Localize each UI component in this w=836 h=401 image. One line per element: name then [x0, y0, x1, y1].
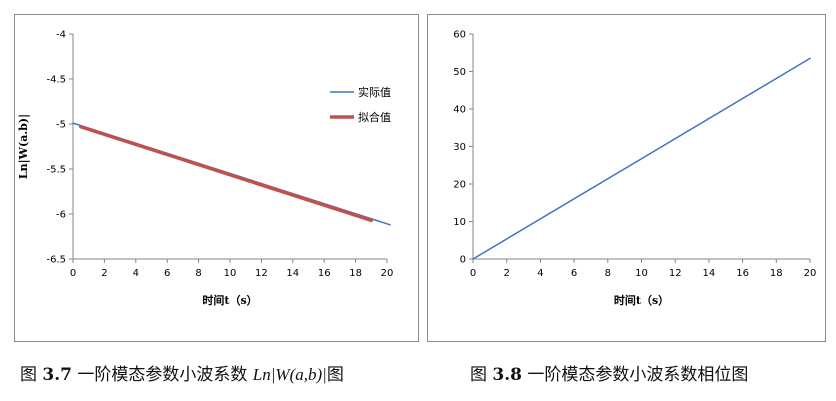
- x-tick-label: 20: [381, 268, 394, 279]
- x-tick-label: 18: [770, 268, 783, 279]
- y-tick-label: 60: [453, 30, 466, 41]
- x-tick-label: 0: [70, 268, 76, 279]
- x-tick-label: 12: [255, 268, 268, 279]
- y-tick-label: -5: [56, 120, 66, 131]
- x-tick-label: 6: [164, 268, 170, 279]
- caption-number: 3.7: [42, 365, 72, 385]
- legend-label: 实际值: [358, 85, 391, 99]
- caption-number: 3.8: [492, 365, 522, 385]
- x-tick-label: 2: [504, 268, 510, 279]
- x-tick-label: 10: [224, 268, 237, 279]
- x-tick-label: 12: [669, 268, 682, 279]
- x-tick-label: 2: [101, 268, 107, 279]
- y-tick-label: 40: [453, 105, 466, 116]
- x-axis-title: 时间t（s）: [614, 293, 669, 307]
- y-tick-label: -6: [56, 210, 66, 221]
- x-tick-label: 4: [133, 268, 139, 279]
- series-line-2: [79, 124, 374, 223]
- figure-caption-right: 图 3.8 一阶模态参数小波系数相位图: [470, 360, 748, 385]
- x-tick-label: 14: [286, 268, 299, 279]
- caption-prefix: 图: [20, 365, 43, 385]
- x-tick-label: 4: [537, 268, 543, 279]
- x-tick-label: 8: [605, 268, 611, 279]
- caption-math: Ln|W(a,b)|: [252, 365, 327, 384]
- x-tick-label: 0: [470, 268, 476, 279]
- x-tick-label: 18: [349, 268, 362, 279]
- y-tick-label: 20: [453, 180, 466, 191]
- y-tick-label: -6.5: [46, 255, 66, 266]
- caption-prefix: 图: [470, 365, 493, 385]
- x-tick-label: 8: [195, 268, 201, 279]
- y-tick-label: -4.5: [46, 75, 66, 86]
- y-tick-label: 30: [453, 142, 466, 153]
- y-tick-label: -5.5: [46, 165, 66, 176]
- chart-panel-left: -4 -4.5 -5 -5.5 -6 -6.5 0 2 4 6 8 10 12 14 16 18 20 时间t（s…: [14, 14, 419, 342]
- caption-text: 一阶模态参数小波系数相位图: [521, 365, 749, 385]
- x-tick-label: 6: [571, 268, 577, 279]
- y-axis-title: Ln|W(a.b)|: [17, 114, 30, 179]
- legend-label: 拟合值: [358, 110, 391, 124]
- x-axis-title: 时间t（s）: [202, 293, 257, 307]
- caption-suffix: 图: [326, 365, 344, 385]
- x-tick-label: 16: [736, 268, 749, 279]
- series-line-1: [472, 57, 811, 260]
- x-tick-label: 16: [318, 268, 331, 279]
- y-tick-label: 0: [460, 255, 466, 266]
- y-tick-label: 10: [453, 217, 466, 228]
- chart-panel-right: 0 10 20 30 40 50 60 0 2 4 6 8 10 12 14 16 18 20 时间t（s）: [427, 14, 826, 342]
- y-tick-label: 50: [453, 67, 466, 78]
- y-tick-label: -4: [56, 30, 66, 41]
- caption-text: 一阶模态参数小波系数: [71, 365, 253, 385]
- x-tick-label: 14: [703, 268, 716, 279]
- x-tick-label: 10: [635, 268, 648, 279]
- figure-caption-left: 图 3.7 一阶模态参数小波系数 Ln|W(a,b)|图: [20, 360, 344, 385]
- chart-left: -4 -4.5 -5 -5.5 -6 -6.5 0 2 4 6 8 10 12 14 16 18 20 时间t（s…: [17, 30, 394, 308]
- chart-right: 0 10 20 30 40 50 60 0 2 4 6 8 10 12 14 16 18 20 时间t（s）: [453, 30, 817, 308]
- x-tick-label: 20: [804, 268, 817, 279]
